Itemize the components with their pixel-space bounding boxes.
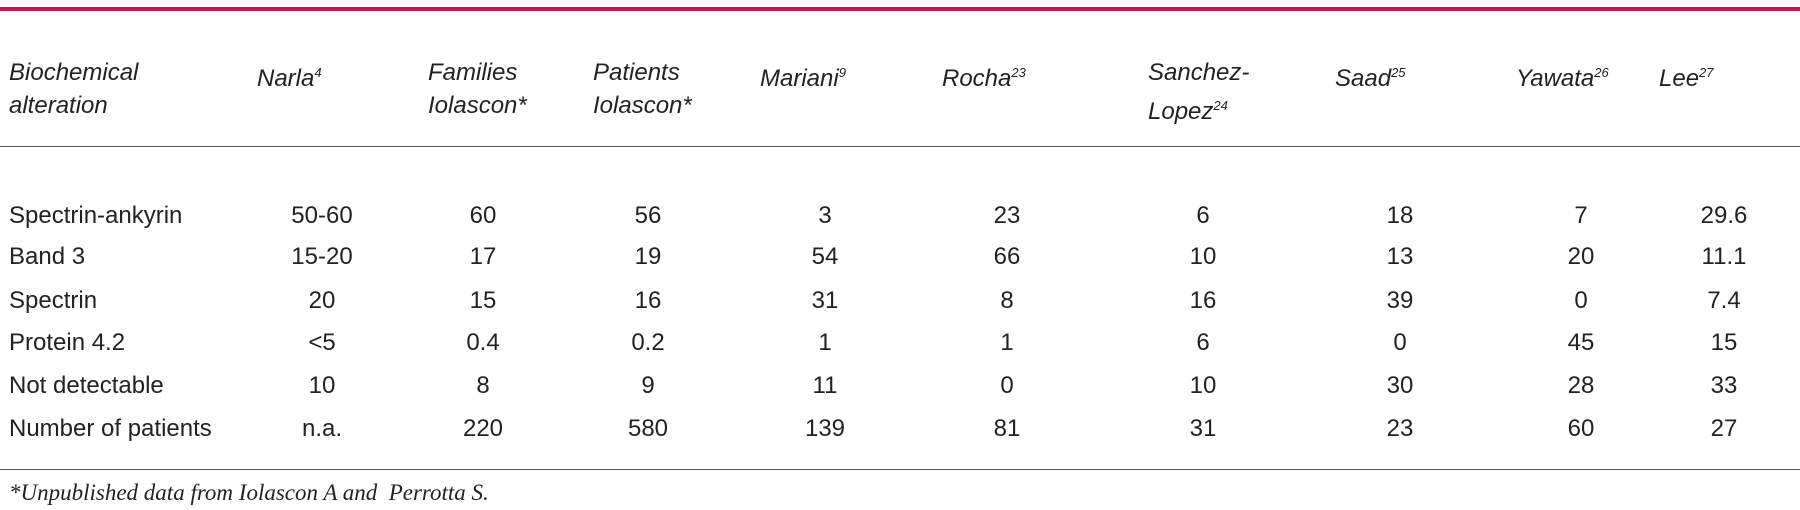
cell-value: 56 xyxy=(634,202,662,229)
cell-value: 0 xyxy=(1574,287,1588,314)
cell-value: 6 xyxy=(1196,202,1210,229)
cell-value: 1 xyxy=(1000,329,1014,356)
header-text: Narla xyxy=(257,65,315,92)
column-header: Narla4 xyxy=(257,56,322,95)
row-label: Protein 4.2 xyxy=(9,329,126,356)
cell-value: 15-20 xyxy=(291,243,353,270)
bottom-rule xyxy=(0,469,1800,470)
cell-value: 39 xyxy=(1386,287,1414,314)
cell-value: 10 xyxy=(308,372,336,399)
cell-value: 0 xyxy=(1393,329,1407,356)
cell-value: 33 xyxy=(1710,372,1738,399)
cell-value: 29.6 xyxy=(1700,202,1748,229)
cell-value: 11 xyxy=(812,372,838,399)
column-header: Mariani9 xyxy=(760,56,846,95)
cell-value: 0 xyxy=(1000,372,1014,399)
cell-value: 3 xyxy=(818,202,832,229)
reference: 23 xyxy=(1011,65,1026,80)
header-rule xyxy=(0,146,1800,147)
cell-value: 10 xyxy=(1189,372,1217,399)
cell-value: 31 xyxy=(1189,415,1217,442)
header-text: Sanchez-Lopez xyxy=(1148,59,1250,125)
cell-value: 60 xyxy=(1567,415,1595,442)
cell-value: 16 xyxy=(634,287,662,314)
reference: 9 xyxy=(838,65,846,80)
footnote: *Unpublished data from Iolascon A and Pe… xyxy=(9,480,489,505)
cell-value: 23 xyxy=(1386,415,1414,442)
header-text: Rocha xyxy=(942,65,1012,92)
cell-value: 31 xyxy=(811,287,839,314)
reference: 27 xyxy=(1699,65,1714,80)
cell-value: 18 xyxy=(1386,202,1414,229)
cell-value: 23 xyxy=(993,202,1021,229)
cell-value: <5 xyxy=(308,329,336,356)
cell-value: 7 xyxy=(1574,202,1588,229)
cell-value: 17 xyxy=(469,243,497,270)
header-text: Mariani xyxy=(760,65,839,92)
cell-value: 54 xyxy=(811,243,839,270)
cell-value: 580 xyxy=(627,415,669,442)
cell-value: 9 xyxy=(641,372,655,399)
cell-value: 60 xyxy=(469,202,497,229)
header-text: Yawata xyxy=(1516,65,1595,92)
cell-value: 11.1 xyxy=(1701,243,1747,270)
reference: 4 xyxy=(314,65,322,80)
row-label: Band 3 xyxy=(9,243,86,270)
cell-value: 16 xyxy=(1189,287,1217,314)
row-label: Spectrin xyxy=(9,287,98,314)
header-text: Biochemical alteration xyxy=(9,59,139,119)
reference: 25 xyxy=(1391,65,1406,80)
column-header: Families Iolascon* xyxy=(428,56,558,122)
cell-value: 8 xyxy=(1000,287,1014,314)
cell-value: 220 xyxy=(462,415,504,442)
row-label: Number of patients xyxy=(9,415,212,442)
column-header: Sanchez-Lopez24 xyxy=(1148,56,1278,128)
cell-value: 19 xyxy=(634,243,662,270)
cell-value: 20 xyxy=(308,287,336,314)
header-text: Patients Iolascon* xyxy=(593,59,692,119)
cell-value: 13 xyxy=(1386,243,1414,270)
cell-value: 66 xyxy=(993,243,1021,270)
top-rule xyxy=(0,7,1800,11)
header-text: Families Iolascon* xyxy=(428,59,527,119)
row-label: Not detectable xyxy=(9,372,164,399)
cell-value: n.a. xyxy=(301,415,343,442)
cell-value: 15 xyxy=(1710,329,1738,356)
cell-value: 20 xyxy=(1567,243,1595,270)
cell-value: 10 xyxy=(1189,243,1217,270)
reference: 26 xyxy=(1594,65,1609,80)
row-label: Spectrin-ankyrin xyxy=(9,202,183,229)
header-text: Saad xyxy=(1335,65,1392,92)
column-header: Rocha23 xyxy=(942,56,1026,95)
cell-value: 15 xyxy=(469,287,497,314)
column-header: Saad25 xyxy=(1335,56,1406,95)
cell-value: 27 xyxy=(1710,415,1738,442)
cell-value: 50-60 xyxy=(291,202,353,229)
reference: 24 xyxy=(1213,98,1228,113)
cell-value: 0.4 xyxy=(466,329,500,356)
cell-value: 0.2 xyxy=(631,329,665,356)
column-header: Yawata26 xyxy=(1516,56,1609,95)
cell-value: 81 xyxy=(993,415,1021,442)
cell-value: 28 xyxy=(1567,372,1595,399)
column-header: Patients Iolascon* xyxy=(593,56,723,122)
column-header: Biochemical alteration xyxy=(9,56,169,122)
cell-value: 45 xyxy=(1567,329,1595,356)
column-header: Lee27 xyxy=(1659,56,1714,95)
cell-value: 7.4 xyxy=(1707,287,1741,314)
cell-value: 8 xyxy=(476,372,490,399)
header-text: Lee xyxy=(1659,65,1700,92)
cell-value: 30 xyxy=(1386,372,1414,399)
cell-value: 139 xyxy=(804,415,846,442)
cell-value: 1 xyxy=(818,329,832,356)
cell-value: 6 xyxy=(1196,329,1210,356)
